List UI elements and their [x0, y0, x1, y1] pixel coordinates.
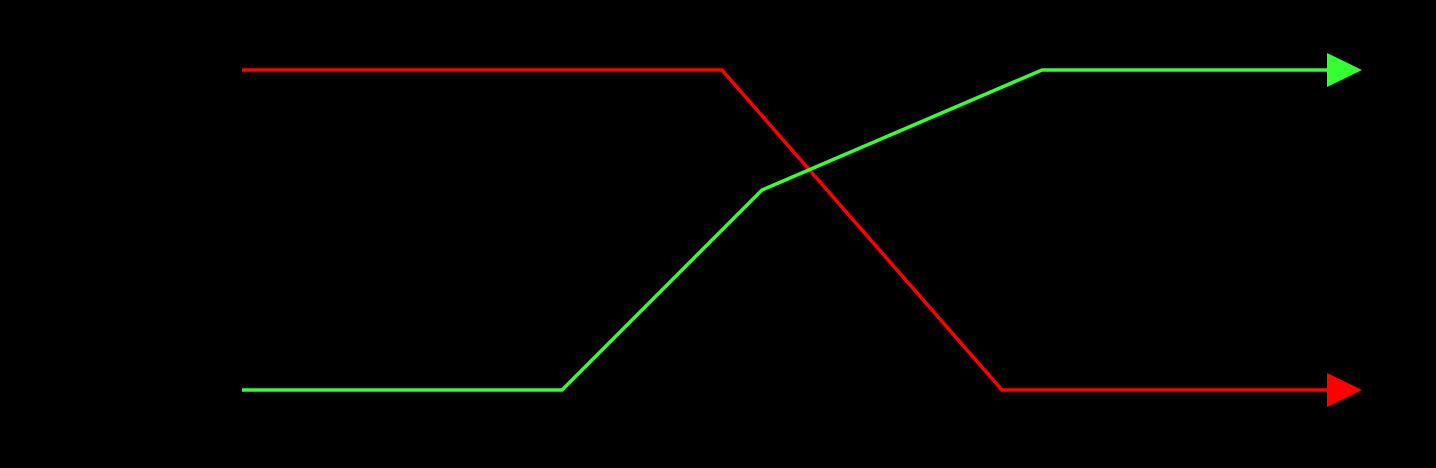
red-path-line — [242, 68, 1330, 392]
red-arrowhead-icon — [1327, 373, 1362, 407]
green-arrowhead-icon — [1327, 53, 1362, 87]
green-path-line — [242, 68, 1330, 392]
